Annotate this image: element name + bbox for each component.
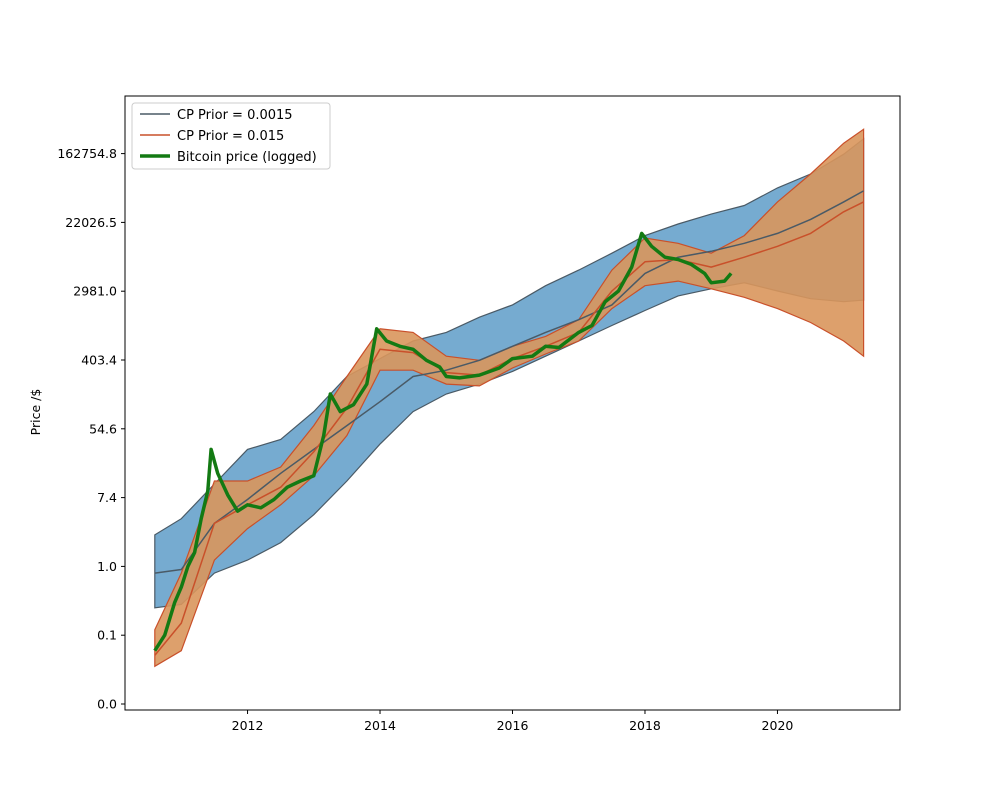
x-tick-label-0: 2012 [232,718,264,733]
y-tick-label-2: 1.0 [97,559,117,574]
x-tick-label-3: 2018 [629,718,661,733]
y-tick-label-3: 7.4 [97,490,117,505]
plot-area [153,128,865,668]
x-tick-label-2: 2016 [497,718,529,733]
legend-label-series-1: CP Prior = 0.0015 [177,108,293,123]
y-axis-label: Price /$ [28,389,43,436]
legend-label-series-3: Bitcoin price (logged) [177,150,317,165]
y-axis: 0.0 0.1 1.0 7.4 54.6 403.4 2981.0 22026.5 162754… [57,146,125,712]
y-tick-label-7: 22026.5 [65,215,117,230]
mean-line-series-1 [154,190,864,574]
y-tick-label-1: 0.1 [97,628,117,643]
y-tick-label-5: 403.4 [81,353,117,368]
y-tick-label-4: 54.6 [89,421,117,436]
y-tick-label-6: 2981.0 [73,284,117,299]
band-series-1 [154,137,865,609]
x-tick-label-1: 2014 [364,718,396,733]
x-axis: 2012 2014 2016 2018 2020 [232,710,794,733]
bitcoin-price-line [153,231,733,652]
y-tick-label-0: 0.0 [97,697,117,712]
legend: CP Prior = 0.0015 CP Prior = 0.015 Bitco… [131,102,331,170]
y-tick-label-8: 162754.8 [57,146,117,161]
legend-frame [131,102,331,170]
legend-label-series-2: CP Prior = 0.015 [177,129,284,144]
x-tick-label-4: 2020 [762,718,794,733]
